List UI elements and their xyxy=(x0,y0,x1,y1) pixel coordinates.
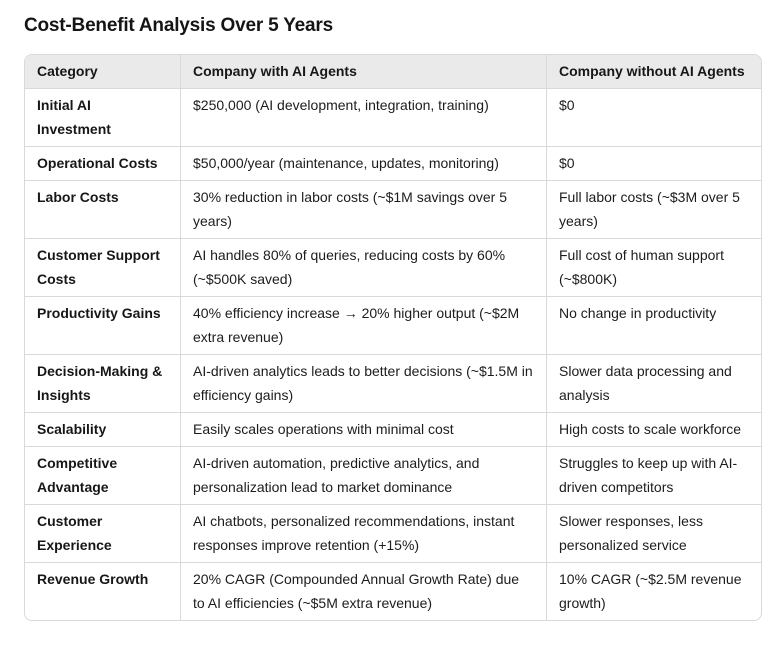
cell-without-ai: Full labor costs (~$3M over 5 years) xyxy=(547,181,761,239)
cell-without-ai: No change in productivity xyxy=(547,297,761,355)
column-header-category: Category xyxy=(25,55,181,89)
cell-category: Customer Support Costs xyxy=(25,239,181,297)
cell-without-ai: Full cost of human support (~$800K) xyxy=(547,239,761,297)
cell-category: Initial AI Investment xyxy=(25,89,181,147)
table-row: Operational Costs $50,000/year (maintena… xyxy=(25,147,761,181)
cell-without-ai: Slower data processing and analysis xyxy=(547,355,761,413)
cell-with-ai: AI handles 80% of queries, reducing cost… xyxy=(181,239,547,297)
cell-category: Customer Experience xyxy=(25,505,181,563)
table-row: Productivity Gains 40% efficiency increa… xyxy=(25,297,761,355)
table-row: Scalability Easily scales operations wit… xyxy=(25,413,761,447)
cell-category: Decision-Making & Insights xyxy=(25,355,181,413)
cell-with-ai: $250,000 (AI development, integration, t… xyxy=(181,89,547,147)
cell-with-ai: 30% reduction in labor costs (~$1M savin… xyxy=(181,181,547,239)
cell-category: Competitive Advantage xyxy=(25,447,181,505)
table-row: Initial AI Investment $250,000 (AI devel… xyxy=(25,89,761,147)
column-header-without-ai: Company without AI Agents xyxy=(547,55,761,89)
table-row: Revenue Growth 20% CAGR (Compounded Annu… xyxy=(25,563,761,620)
table-row: Customer Experience AI chatbots, persona… xyxy=(25,505,761,563)
cell-without-ai: $0 xyxy=(547,89,761,147)
page-title: Cost-Benefit Analysis Over 5 Years xyxy=(24,15,333,36)
cell-with-ai: AI-driven automation, predictive analyti… xyxy=(181,447,547,505)
cell-category: Labor Costs xyxy=(25,181,181,239)
table-row: Customer Support Costs AI handles 80% of… xyxy=(25,239,761,297)
cell-with-ai: AI-driven analytics leads to better deci… xyxy=(181,355,547,413)
cell-with-ai: $50,000/year (maintenance, updates, moni… xyxy=(181,147,547,181)
cost-benefit-table: Category Company with AI Agents Company … xyxy=(24,54,762,621)
cell-with-ai: AI chatbots, personalized recommendation… xyxy=(181,505,547,563)
cell-without-ai: $0 xyxy=(547,147,761,181)
cell-without-ai: Struggles to keep up with AI-driven comp… xyxy=(547,447,761,505)
cell-category: Scalability xyxy=(25,413,181,447)
cell-with-ai: 40% efficiency increase → 20% higher out… xyxy=(181,297,547,355)
column-header-with-ai: Company with AI Agents xyxy=(181,55,547,89)
cell-with-ai: Easily scales operations with minimal co… xyxy=(181,413,547,447)
cell-without-ai: High costs to scale workforce xyxy=(547,413,761,447)
cell-without-ai: 10% CAGR (~$2.5M revenue growth) xyxy=(559,571,742,611)
cell-without-ai: Slower responses, less personalized serv… xyxy=(547,505,761,563)
table-row: Decision-Making & Insights AI-driven ana… xyxy=(25,355,761,413)
cell-category: Revenue Growth xyxy=(25,563,181,620)
cell-category: Productivity Gains xyxy=(25,297,181,355)
table-header-row: Category Company with AI Agents Company … xyxy=(25,55,761,89)
cell-with-ai: 20% CAGR (Compounded Annual Growth Rate)… xyxy=(181,563,547,620)
cell-category: Operational Costs xyxy=(25,147,181,181)
table-row: Competitive Advantage AI-driven automati… xyxy=(25,447,761,505)
table-row: Labor Costs 30% reduction in labor costs… xyxy=(25,181,761,239)
